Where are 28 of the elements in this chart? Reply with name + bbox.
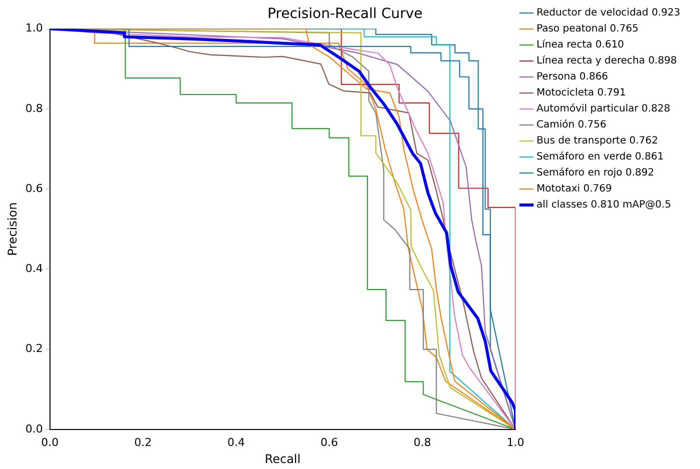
chart-title: Precision-Recall Curve [267, 6, 423, 22]
y-tick-label: 0.6 [25, 182, 43, 195]
y-tick-label: 1.0 [25, 22, 43, 35]
legend-label: all classes 0.810 mAP@0.5 [536, 200, 672, 211]
legend-label: Motocicleta 0.791 [536, 88, 626, 99]
legend-label: Línea recta 0.610 [536, 40, 624, 51]
x-tick-label: 0.8 [414, 436, 432, 449]
legend-label: Bus de transporte 0.762 [536, 136, 658, 147]
legend-label: Paso peatonal 0.765 [536, 24, 638, 35]
x-tick-label: 0.6 [320, 436, 338, 449]
y-tick-label: 0.4 [25, 262, 43, 276]
x-tick-label: 0.4 [227, 436, 245, 449]
y-tick-label: 0.8 [25, 102, 43, 115]
x-tick-label: 0.2 [134, 436, 152, 449]
legend-label: Camión 0.756 [536, 120, 606, 131]
x-axis-title: Recall [264, 452, 301, 466]
y-axis-title: Precision [5, 202, 20, 256]
legend-label: Mototaxi 0.769 [536, 184, 612, 195]
y-tick-label: 0.0 [25, 422, 43, 436]
legend-label: Línea recta y derecha 0.898 [536, 56, 677, 67]
x-tick-label: 0.0 [41, 436, 59, 449]
legend-label: Semáforo en rojo 0.892 [536, 168, 654, 179]
legend-label: Automóvil particular 0.828 [536, 104, 670, 115]
y-tick-label: 0.2 [25, 342, 43, 356]
legend-label: Reductor de velocidad 0.923 [536, 8, 680, 19]
legend-label: Persona 0.866 [536, 72, 608, 83]
x-tick-label: 1.0 [506, 436, 524, 449]
legend-label: Semáforo en verde 0.861 [536, 152, 664, 163]
